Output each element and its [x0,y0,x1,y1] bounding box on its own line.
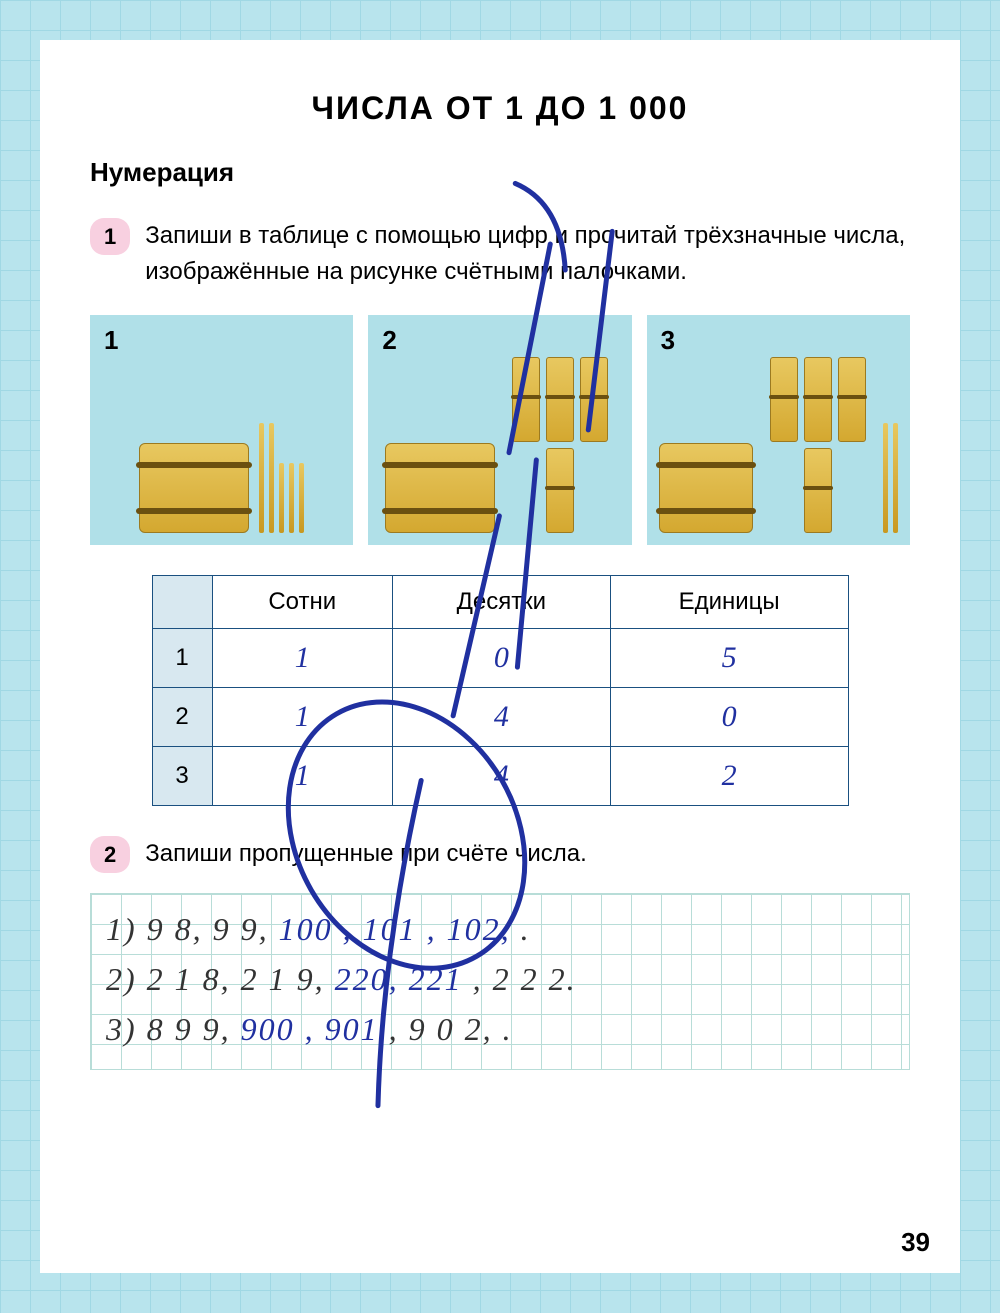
handwritten-digit: 5 [722,641,737,674]
table-row: 3 1 4 2 [152,747,848,806]
one-stick [269,423,274,533]
answer-grid: 1) 9 8, 9 9, 100 , 101 , 102, .2) 2 1 8,… [90,893,910,1070]
printed-text: . [511,911,531,947]
task-badge: 1 [90,218,130,255]
cell-value: 1 [212,688,392,747]
handwritten-digit: 4 [494,759,509,792]
row-number: 3 [152,747,212,806]
stick-content [380,327,619,533]
printed-text: 2) 2 1 8, 2 1 9, [106,961,335,997]
ten-bundle [804,357,832,442]
handwritten-digit: 0 [494,641,509,674]
ten-bundle [580,357,608,442]
th-tens: Десятки [392,576,610,629]
ten-bundle [770,357,798,442]
printed-text: , 9 0 2, . [379,1011,513,1047]
tens-group [763,357,873,533]
cell-value: 4 [392,747,610,806]
place-value-table: Сотни Десятки Единицы 110521403142 [152,575,849,806]
ten-bundle [546,357,574,442]
page-title: ЧИСЛА ОТ 1 ДО 1 000 [90,90,910,127]
answer-line: 3) 8 9 9, 900 , 901 , 9 0 2, . [106,1004,894,1054]
section-subtitle: Нумерация [90,157,910,188]
stick-content [659,327,898,533]
ten-bundle [804,448,832,533]
task-header: 1 Запиши в таблице с помощью цифр и проч… [90,218,910,290]
stick-box: 1 [90,315,353,545]
one-stick [883,423,888,533]
box-label: 1 [104,325,118,356]
printed-text: 1) 9 8, 9 9, [106,911,279,947]
task-badge: 2 [90,836,130,873]
one-stick [279,463,284,533]
task-text: Запиши пропущенные при счёте числа. [145,836,587,872]
cell-value: 5 [610,629,848,688]
task-header: 2 Запиши пропущенные при счёте числа. [90,836,910,873]
th-hundreds: Сотни [212,576,392,629]
th-blank [152,576,212,629]
cell-value: 0 [610,688,848,747]
one-stick [289,463,294,533]
task-text: Запиши в таблице с помощью цифр и прочит… [145,218,910,290]
ten-bundle [512,357,540,442]
hundred-bundle [385,443,495,533]
answer-line: 2) 2 1 8, 2 1 9, 220, 221 , 2 2 2. [106,954,894,1004]
box-label: 3 [661,325,675,356]
tens-group [505,357,615,533]
handwritten-digit: 1 [295,700,310,733]
stick-box: 2 [368,315,631,545]
task-2: 2 Запиши пропущенные при счёте числа. 1)… [90,836,910,1070]
cell-value: 1 [212,747,392,806]
box-label: 2 [382,325,396,356]
handwritten-text: 900 , 901 [241,1011,379,1047]
handwritten-digit: 2 [722,759,737,792]
stick-content [102,327,341,533]
ten-bundle [546,448,574,533]
printed-text: , 2 2 2. [463,961,577,997]
task-1: 1 Запиши в таблице с помощью цифр и проч… [90,218,910,806]
cell-value: 2 [610,747,848,806]
ones-group [259,423,304,533]
hundred-bundle [659,443,753,533]
ones-group [883,423,898,533]
row-number: 2 [152,688,212,747]
table-row: 1 1 0 5 [152,629,848,688]
one-stick [893,423,898,533]
handwritten-digit: 1 [295,641,310,674]
hundred-bundle [139,443,249,533]
printed-text: 3) 8 9 9, [106,1011,241,1047]
handwritten-digit: 4 [494,700,509,733]
answer-line: 1) 9 8, 9 9, 100 , 101 , 102, . [106,904,894,954]
handwritten-text: 220, 221 [335,961,463,997]
one-stick [299,463,304,533]
ten-bundle [838,357,866,442]
page-number: 39 [901,1227,930,1258]
handwritten-digit: 0 [722,700,737,733]
table-row: 2 1 4 0 [152,688,848,747]
cell-value: 1 [212,629,392,688]
sticks-row: 1 2 3 [90,315,910,545]
row-number: 1 [152,629,212,688]
stick-box: 3 [647,315,910,545]
one-stick [259,423,264,533]
th-ones: Единицы [610,576,848,629]
handwritten-digit: 1 [295,759,310,792]
cell-value: 4 [392,688,610,747]
handwritten-text: 100 , 101 , 102, [279,911,511,947]
page: ЧИСЛА ОТ 1 ДО 1 000 Нумерация 1 Запиши в… [40,40,960,1273]
cell-value: 0 [392,629,610,688]
